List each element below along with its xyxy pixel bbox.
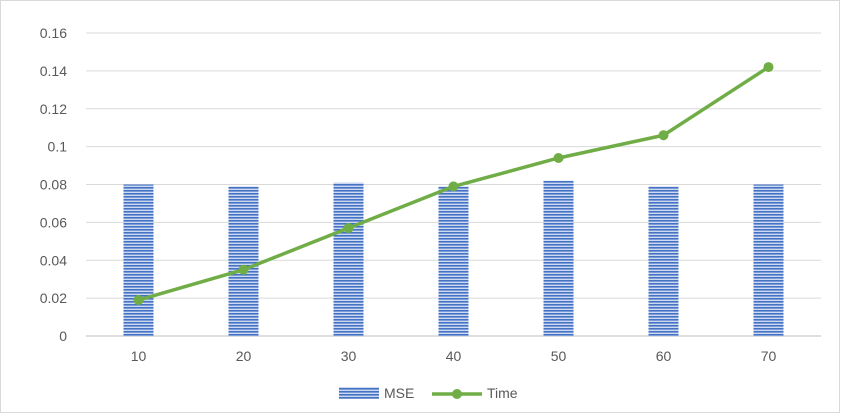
time-point: [763, 62, 774, 73]
x-tick-label: 60: [656, 348, 672, 364]
bar-mse: [333, 182, 364, 336]
time-point: [553, 152, 564, 163]
time-point: [658, 130, 669, 141]
bar-mse: [753, 184, 784, 336]
time-point: [238, 264, 249, 275]
x-tick-label: 50: [551, 348, 567, 364]
y-tick-label: 0.06: [40, 214, 67, 230]
y-axis-tick-labels: 0 0.02 0.04 0.06 0.08 0.1 0.12 0.14 0.16: [40, 25, 67, 344]
mse-bars: [123, 180, 784, 336]
y-tick-label: 0.1: [48, 139, 68, 155]
legend-time-label: Time: [487, 385, 518, 401]
time-line-series: [133, 62, 774, 306]
y-tick-label: 0.14: [40, 63, 67, 79]
x-tick-label: 40: [446, 348, 462, 364]
bar-mse: [648, 186, 679, 336]
time-point: [133, 295, 144, 306]
y-tick-label: 0.04: [40, 252, 67, 268]
x-tick-label: 70: [761, 348, 777, 364]
y-tick-label: 0.08: [40, 177, 67, 193]
time-point: [448, 181, 459, 192]
time-point: [343, 223, 354, 234]
bar-mse: [123, 184, 154, 336]
bar-mse: [543, 180, 574, 336]
y-tick-label: 0.02: [40, 290, 67, 306]
x-tick-label: 10: [131, 348, 147, 364]
legend: MSE Time: [339, 385, 518, 401]
x-tick-label: 20: [236, 348, 252, 364]
legend-time-swatch-marker: [452, 389, 462, 399]
y-tick-label: 0.12: [40, 101, 67, 117]
y-tick-label: 0.16: [40, 25, 67, 41]
legend-mse-label: MSE: [384, 385, 414, 401]
bar-mse: [438, 186, 469, 336]
x-axis-tick-labels: 10 20 30 40 50 60 70: [131, 348, 777, 364]
y-tick-label: 0: [59, 328, 67, 344]
bar-mse: [228, 186, 259, 336]
x-tick-label: 30: [341, 348, 357, 364]
legend-mse-swatch: [339, 387, 379, 399]
